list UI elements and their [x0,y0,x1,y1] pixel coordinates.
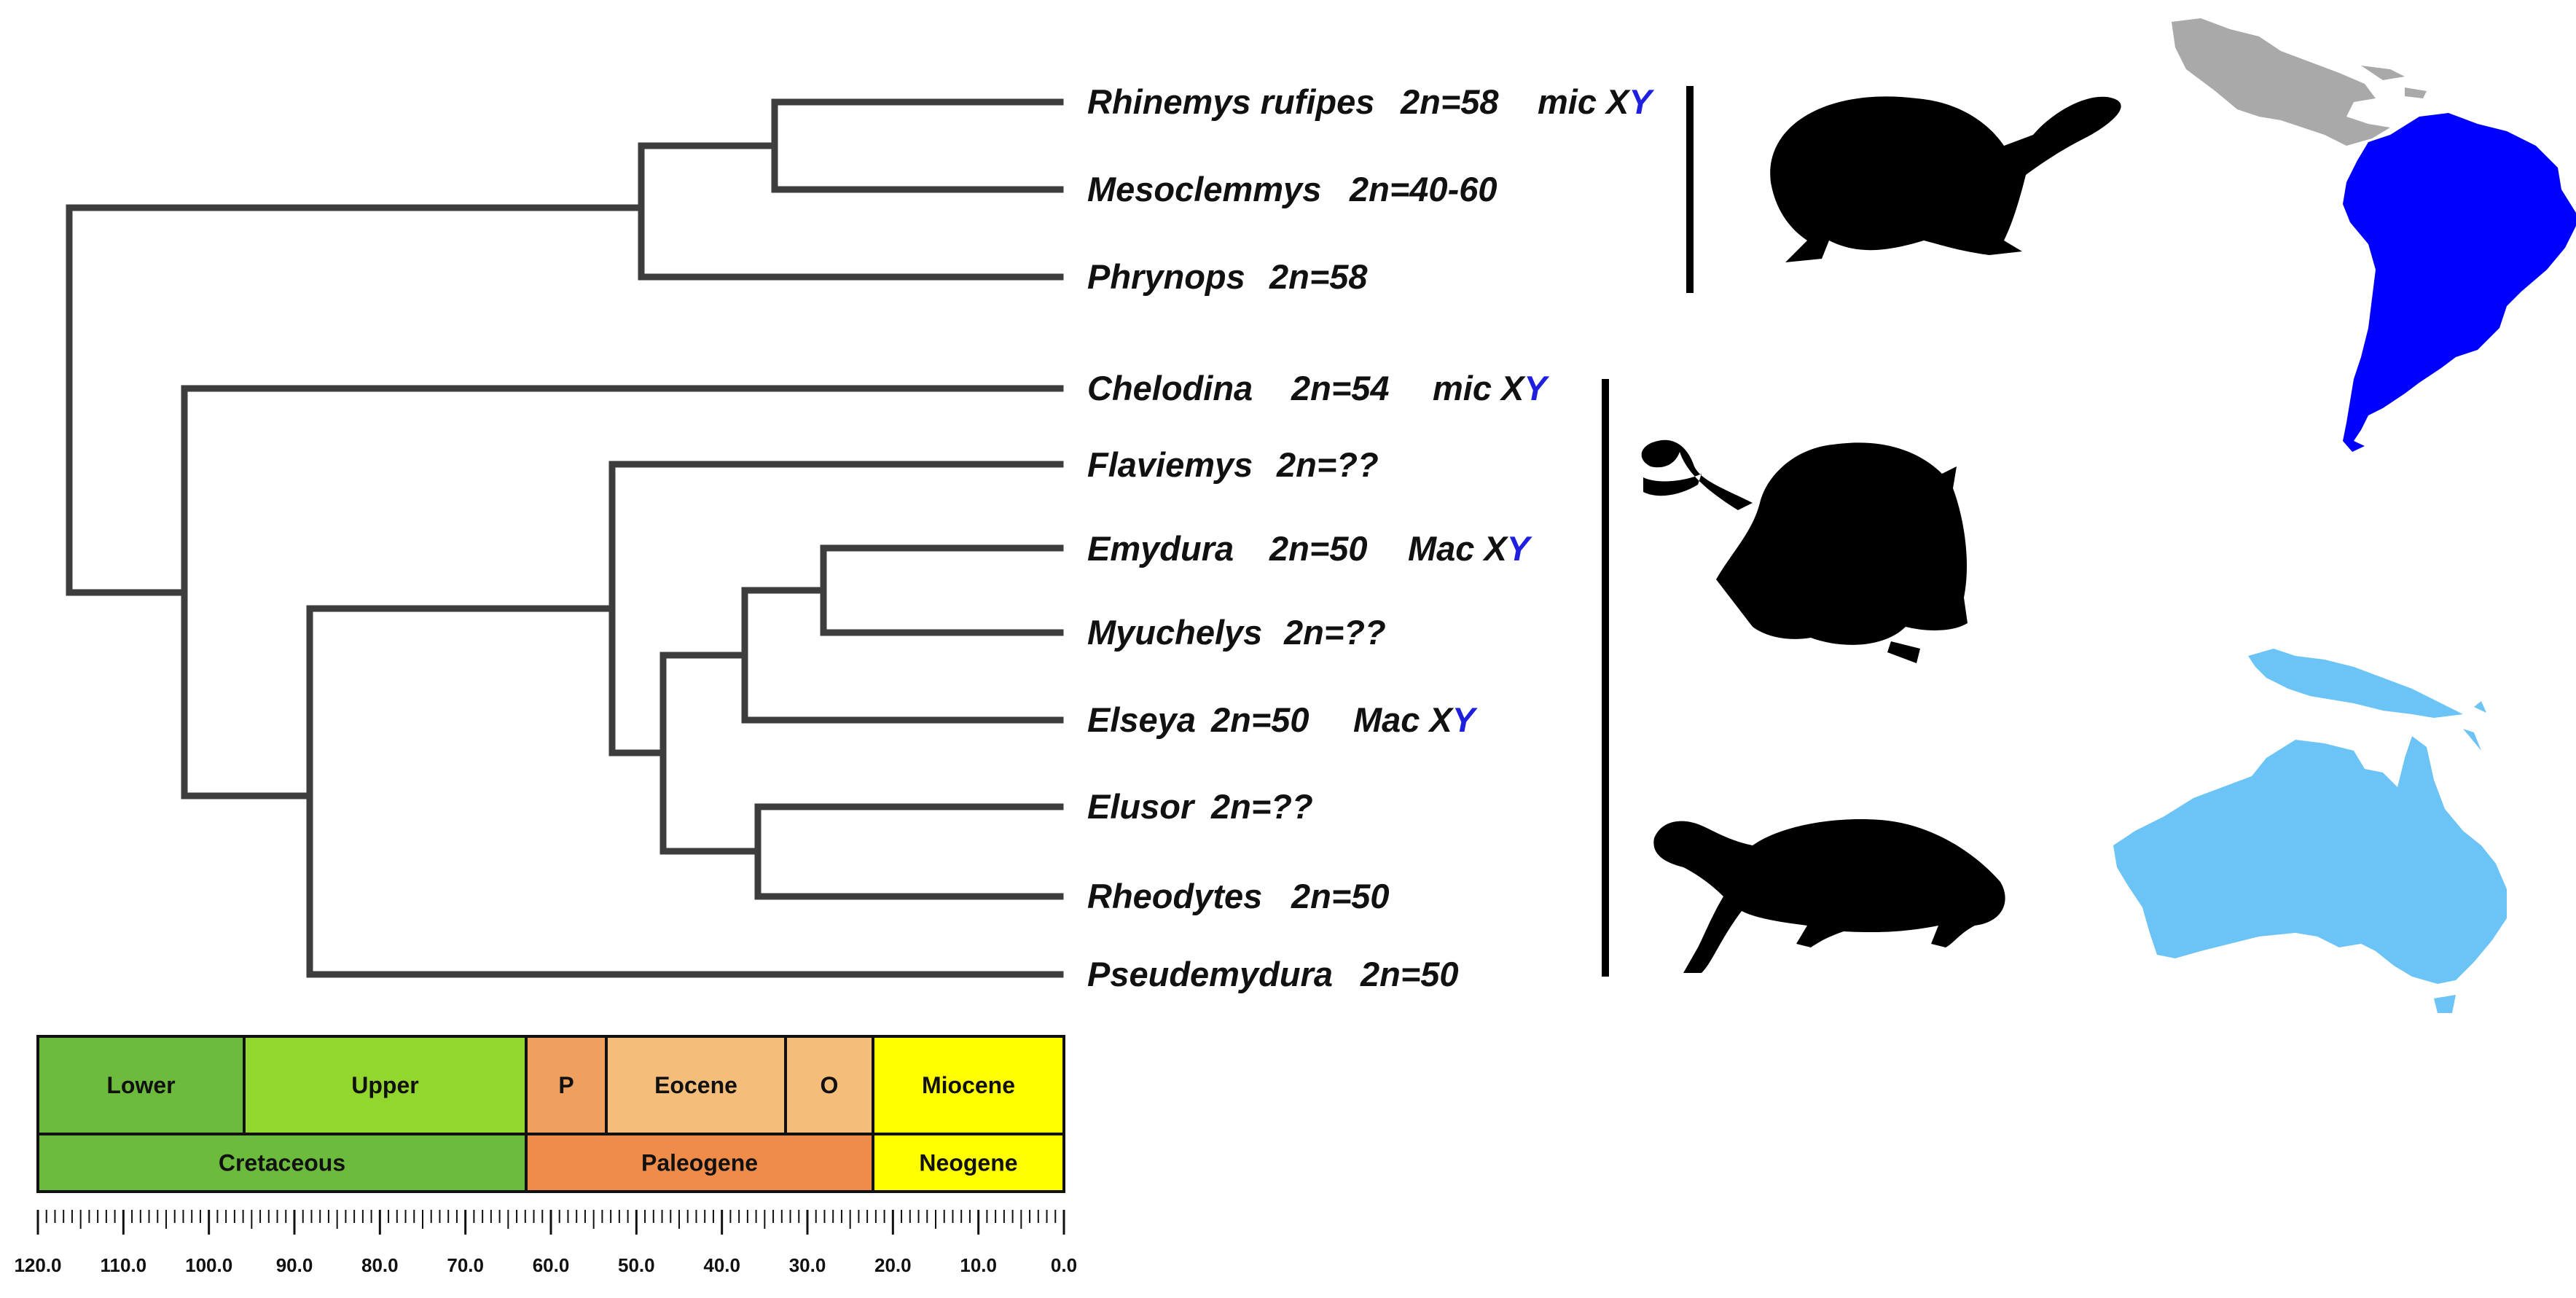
tick-label: 20.0 [874,1254,912,1276]
genus: Elusor [1087,787,1196,826]
genus: Rheodytes [1087,877,1262,915]
taxon-label-elusor: Elusor 2n=?? [1087,787,1313,826]
y-chromosome: Y [1629,82,1654,121]
taxon-labels: Rhinemys rufipes 2n=58 mic XY Mesoclemmys 2… [1087,82,1654,993]
epoch-label: Miocene [922,1072,1015,1098]
tick-label: 90.0 [276,1254,313,1276]
genus: Mesoclemmys [1087,170,1321,208]
clade-bracket-south-america [1686,86,1694,293]
y-chromosome: Y [1507,529,1532,568]
period-label: Paleogene [641,1150,758,1176]
period-box [36,1133,528,1193]
phylogenetic-tree [66,98,1064,978]
karyotype: 2n=58 [1269,257,1368,296]
karyotype: 2n=?? [1276,445,1379,484]
epoch-label: P [558,1072,573,1098]
y-chromosome: Y [1524,369,1549,407]
epoch-label: O [821,1072,839,1098]
turtle-silhouette-icon [1653,819,2005,973]
taxon-label-rheodytes: Rheodytes 2n=50 [1087,877,1390,915]
sex-chromosome-prefix: mic X [1433,369,1526,407]
australia-map [2113,649,2507,1013]
genus: Flaviemys [1087,445,1253,484]
karyotype: 2n=?? [1210,787,1313,826]
period-box [525,1133,874,1193]
karyotype: 2n=40-60 [1349,170,1498,208]
tick-label: 120.0 [14,1254,61,1276]
tick-label: 60.0 [533,1254,570,1276]
tick-label: 10.0 [960,1254,997,1276]
tick-label: 0.0 [1051,1254,1077,1276]
period-label: Neogene [919,1150,1017,1176]
sex-chromosome-prefix: mic X [1538,82,1631,121]
karyotype: 2n=50 [1210,700,1309,739]
taxon-label-phrynops: Phrynops 2n=58 [1087,257,1368,296]
karyotype: 2n=50 [1269,529,1368,568]
tick-label: 30.0 [789,1254,826,1276]
genus: Myuchelys [1087,613,1262,652]
epoch-box [872,1035,1065,1135]
epoch-label: Lower [106,1072,175,1098]
karyotype: 2n=50 [1291,877,1390,915]
taxon-label-pseudemydura: Pseudemydura 2n=50 [1087,955,1459,993]
karyotype: 2n=50 [1360,955,1459,993]
clade-bracket-australasia [1602,379,1609,977]
taxon-label-mesoclemmys: Mesoclemmys 2n=40-60 [1087,170,1498,208]
karyotype: 2n=58 [1400,82,1499,121]
y-chromosome: Y [1452,700,1478,739]
taxon-label-emydura: Emydura 2n=50 Mac XY [1087,529,1532,568]
tick-label: 80.0 [361,1254,399,1276]
south-america-map [2172,18,2576,452]
taxon-label-myuchelys: Myuchelys 2n=?? [1087,613,1386,652]
karyotype: 2n=54 [1291,369,1390,407]
genus: Rhinemys rufipes [1087,82,1374,121]
taxon-label-rhinemys: Rhinemys rufipes 2n=58 mic XY [1087,82,1654,121]
taxon-label-elseya: Elseya 2n=50 Mac XY [1087,700,1478,739]
taxon-label-flaviemys: Flaviemys 2n=?? [1087,445,1379,484]
taxon-label-chelodina: Chelodina 2n=54 mic XY [1087,369,1549,407]
tick-label: 100.0 [185,1254,232,1276]
tick-label: 70.0 [447,1254,484,1276]
epoch-box [784,1035,874,1135]
tick-label: 110.0 [101,1254,147,1276]
tick-label: 40.0 [703,1254,740,1276]
genus: Chelodina [1087,369,1253,407]
period-label: Cretaceous [219,1150,345,1176]
karyotype: 2n=?? [1283,613,1386,652]
genus: Pseudemydura [1087,955,1333,993]
period-box [872,1133,1065,1193]
genus: Phrynops [1087,257,1245,296]
central-america-map [2172,18,2427,146]
epoch-label: Eocene [654,1072,737,1098]
genus: Emydura [1087,529,1234,568]
turtle-silhouette-icon [1756,96,2121,262]
geologic-timescale: Lower Upper P Eocene O Miocene Cretaceous Paleo… [14,1035,1077,1276]
tick-label: 50.0 [618,1254,655,1276]
genus: Elseya [1087,700,1196,739]
epoch-box [605,1035,787,1135]
epoch-label: Upper [351,1072,418,1098]
sex-chromosome-prefix: Mac X [1353,700,1454,739]
sex-chromosome-prefix: Mac X [1408,529,1508,568]
turtle-silhouette-icon [1641,439,1968,663]
